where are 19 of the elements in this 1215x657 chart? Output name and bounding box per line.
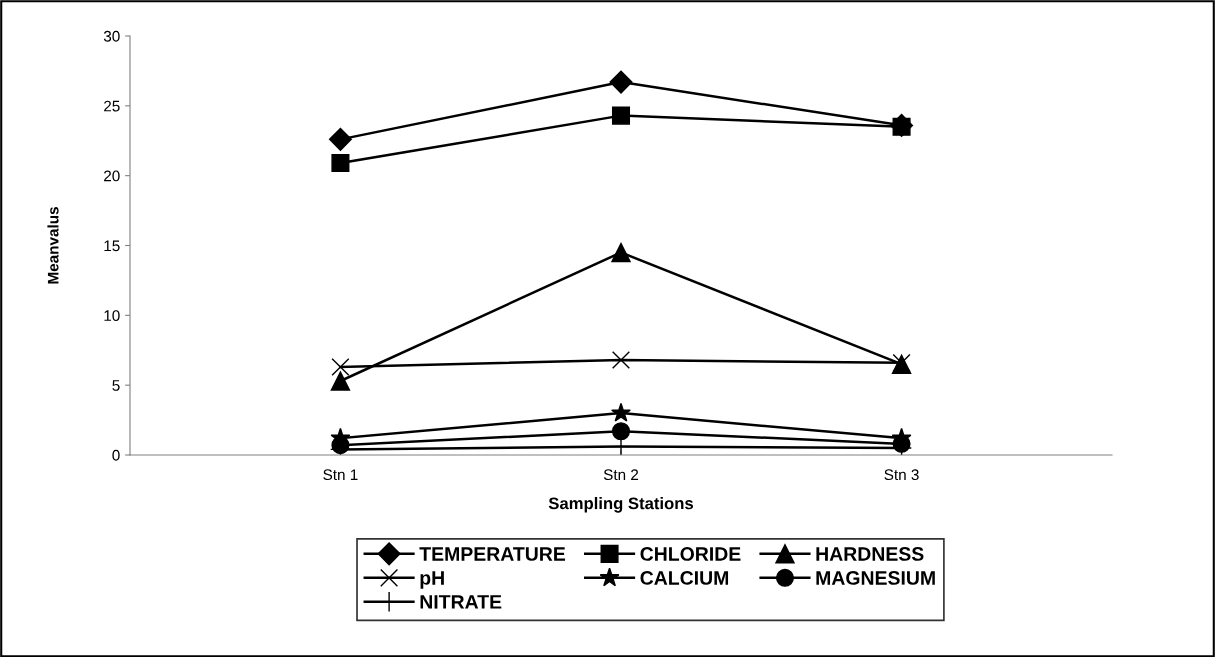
x-tick-label: Stn 3	[884, 469, 919, 481]
y-tick-label: 5	[112, 380, 120, 391]
y-axis-title: Meanvalus	[47, 207, 59, 284]
y-tick-label: 15	[104, 240, 120, 252]
x-axis-title: Sampling Stations	[548, 497, 694, 513]
y-tick-label: 25	[104, 100, 120, 112]
legend-label: CALCIUM	[640, 571, 729, 585]
legend-label: HARDNESS	[816, 547, 924, 561]
x-tick-label: Stn 2	[603, 469, 639, 481]
y-tick-label: 10	[104, 310, 120, 322]
legend-label: CHLORIDE	[640, 547, 741, 561]
legend-label: NITRATE	[420, 595, 502, 609]
legend-label: TEMPERATURE	[419, 547, 566, 561]
x-tick-label: Stn 1	[323, 469, 358, 481]
y-tick-label: 20	[104, 170, 120, 182]
legend-label: MAGNESIUM	[816, 571, 935, 585]
y-tick-label: 30	[103, 30, 120, 42]
y-tick-label: 0	[112, 449, 120, 461]
legend-label: pH	[420, 571, 444, 589]
